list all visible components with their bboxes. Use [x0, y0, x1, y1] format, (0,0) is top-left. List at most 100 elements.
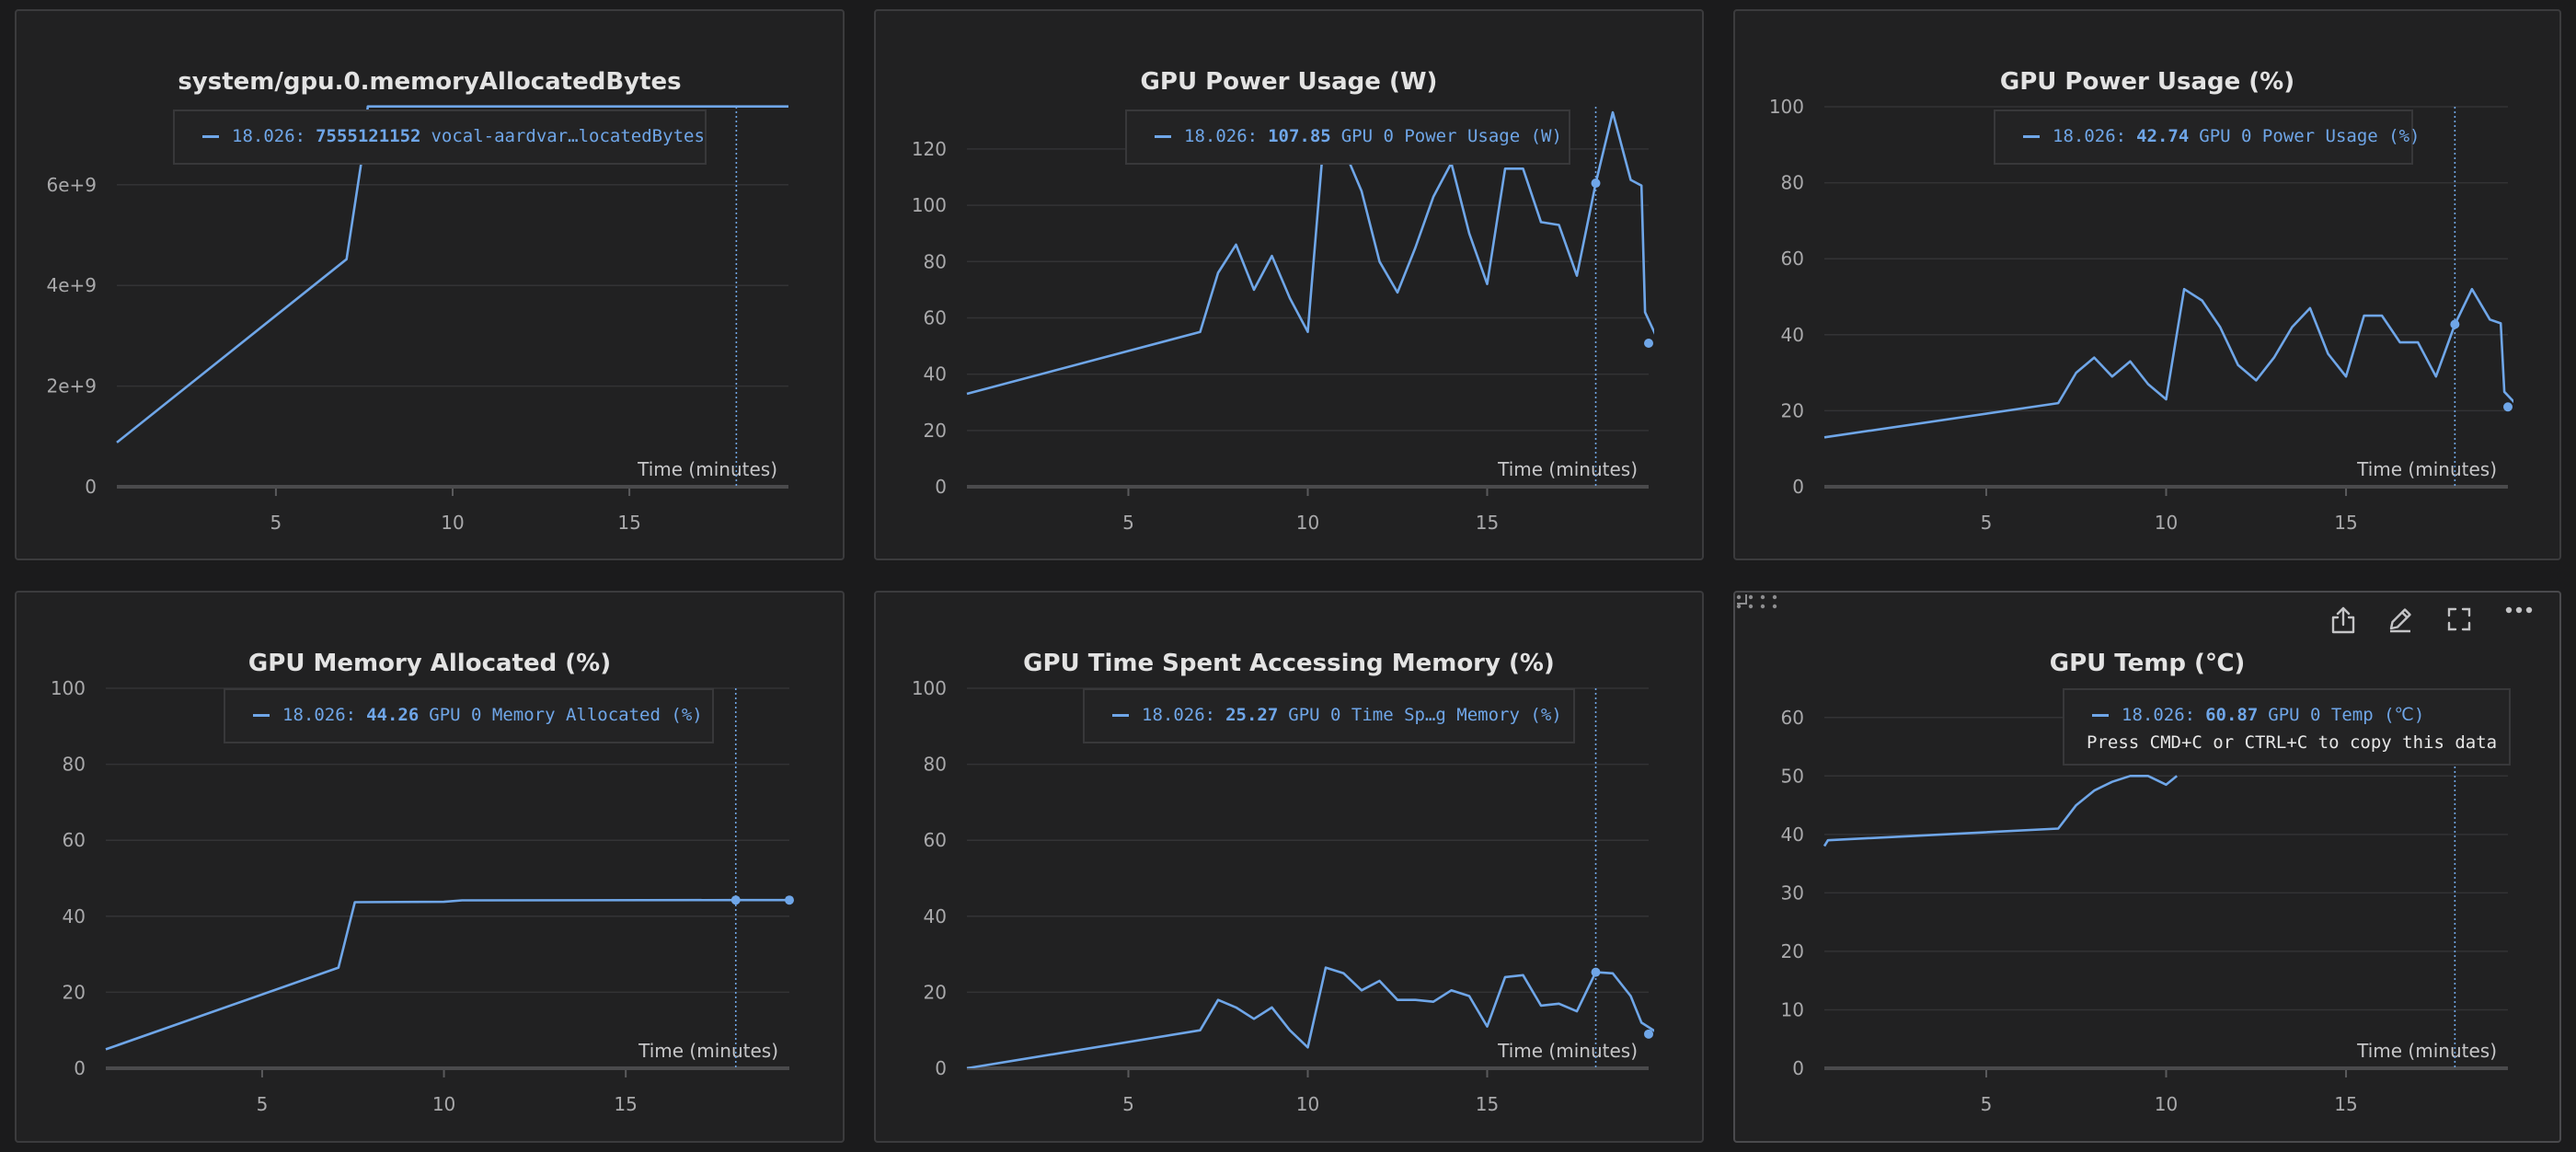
- tooltip-x: 18.026:: [232, 126, 306, 146]
- y-tick-label: 80: [924, 250, 947, 272]
- x-tick-label: 15: [1476, 512, 1499, 534]
- x-tick-label: 5: [270, 512, 282, 534]
- series-swatch: [1155, 134, 1171, 138]
- tooltip-value: 25.27: [1225, 705, 1279, 725]
- series-swatch: [202, 134, 219, 138]
- tooltip-series-name: GPU 0 Memory Allocated (%): [429, 705, 703, 725]
- chart-panel[interactable]: GPU Power Usage (%) 0 20 40 60 80 100 5 10 15 Tim…: [1733, 9, 2561, 560]
- hover-tooltip: 18.026: 25.27 GPU 0 Time Sp…g Memory (%): [1083, 688, 1575, 743]
- x-axis-title: Time (minutes): [638, 1040, 778, 1062]
- series-swatch: [2092, 713, 2109, 717]
- chart-title: GPU Temp (℃): [2049, 650, 2246, 677]
- y-tick-label: 0: [1792, 1057, 1804, 1079]
- chart-title: system/gpu.0.memoryAllocatedBytes: [178, 68, 682, 96]
- chart-panel-focused[interactable]: GPU Temp (℃) 0 10 20 30 40 50 60 5 10 15 Time (min…: [1733, 591, 2561, 1143]
- series-line[interactable]: [116, 105, 788, 444]
- series-line[interactable]: [105, 898, 789, 1051]
- end-point: [785, 895, 794, 905]
- chart-title: GPU Memory Allocated (%): [247, 650, 612, 677]
- copy-hint: Press CMD+C or CTRL+C to copy this data: [2087, 732, 2498, 753]
- series-line[interactable]: [966, 110, 1660, 396]
- hover-tooltip: 18.026: 107.85 GPU 0 Power Usage (W): [1125, 109, 1570, 165]
- y-tick-label: 20: [924, 420, 947, 442]
- end-point: [2503, 402, 2513, 412]
- line-chart[interactable]: 0 20 40 60 80 100 120 5 10 15 Time (minutes): [876, 11, 1704, 560]
- chart-panel[interactable]: GPU Power Usage (W) 0 20 40 60 80 100 120 5 10 15…: [874, 9, 1704, 560]
- y-tick-label: 20: [924, 981, 947, 1003]
- drag-handle-icon[interactable]: [1735, 593, 1783, 611]
- chart-panel[interactable]: system/gpu.0.memoryAllocatedBytes 0 2e+9 4…: [15, 9, 845, 560]
- y-tick-label: 40: [63, 905, 86, 927]
- y-tick-label: 0: [74, 1057, 86, 1079]
- y-tick-label: 4e+9: [46, 274, 97, 296]
- x-tick-label: 10: [441, 512, 464, 534]
- tooltip-x: 18.026:: [1184, 126, 1259, 146]
- x-tick-label: 10: [2155, 1093, 2178, 1115]
- tooltip-series-name: GPU 0 Time Sp…g Memory (%): [1288, 705, 1562, 725]
- hover-tooltip: 18.026: 44.26 GPU 0 Memory Allocated (%): [224, 688, 714, 743]
- y-tick-label: 40: [924, 905, 947, 927]
- hover-point: [1591, 967, 1601, 977]
- tooltip-series-name: GPU 0 Power Usage (%): [2199, 126, 2421, 146]
- chart-title: GPU Power Usage (W): [1140, 68, 1438, 96]
- y-tick-label: 0: [935, 1057, 947, 1079]
- x-tick-label: 15: [614, 1093, 637, 1115]
- hover-point: [1591, 179, 1601, 189]
- end-point: [1644, 1029, 1653, 1039]
- x-tick-label: 5: [1981, 1093, 1993, 1115]
- y-tick-label: 120: [912, 138, 947, 160]
- series-line[interactable]: [966, 966, 1660, 1068]
- x-axis-title: Time (minutes): [2356, 1040, 2497, 1062]
- y-tick-label: 50: [1781, 765, 1804, 787]
- hover-tooltip: 18.026: 42.74 GPU 0 Power Usage (%): [1994, 109, 2421, 165]
- x-axis-title: Time (minutes): [1497, 1040, 1638, 1062]
- line-chart[interactable]: 0 2e+9 4e+9 6e+9 5 10 15 Time (minutes): [17, 11, 845, 560]
- tooltip-x: 18.026:: [2122, 705, 2196, 725]
- share-icon[interactable]: [2329, 605, 2366, 642]
- tooltip-value: 42.74: [2136, 126, 2190, 146]
- series-line[interactable]: [1823, 775, 2179, 847]
- fullscreen-icon[interactable]: [2445, 605, 2482, 642]
- tooltip-value: 44.26: [366, 705, 420, 725]
- y-tick-label: 0: [85, 476, 97, 498]
- y-tick-label: 80: [63, 754, 86, 776]
- y-tick-label: 40: [1781, 324, 1804, 346]
- hover-point: [2450, 319, 2460, 329]
- y-tick-label: 60: [63, 829, 86, 851]
- x-axis-title: Time (minutes): [637, 458, 777, 480]
- x-tick-label: 10: [1296, 512, 1319, 534]
- more-options-icon[interactable]: [2504, 605, 2541, 642]
- x-tick-label: 10: [1296, 1093, 1319, 1115]
- x-tick-label: 5: [1122, 512, 1134, 534]
- x-axis-title: Time (minutes): [2356, 458, 2497, 480]
- line-chart[interactable]: 0 20 40 60 80 100 5 10 15 Time (minutes): [17, 593, 845, 1143]
- y-tick-label: 0: [1792, 476, 1804, 498]
- x-tick-label: 5: [1122, 1093, 1134, 1115]
- hover-tooltip: 18.026: 60.87 GPU 0 Temp (℃) Press CMD+C…: [2063, 688, 2511, 766]
- chart-panel[interactable]: GPU Time Spent Accessing Memory (%) 0 20 4…: [874, 591, 1704, 1143]
- tooltip-series-name: GPU 0 Power Usage (W): [1340, 126, 1562, 146]
- x-tick-label: 15: [2334, 512, 2357, 534]
- x-tick-label: 5: [257, 1093, 269, 1115]
- y-tick-label: 30: [1781, 881, 1804, 904]
- tooltip-series-name: GPU 0 Temp (℃): [2268, 705, 2425, 725]
- edit-icon[interactable]: [2386, 605, 2423, 642]
- tooltip-x: 18.026:: [2053, 126, 2127, 146]
- tooltip-value: 7555121152: [316, 126, 421, 146]
- x-tick-label: 15: [1476, 1093, 1499, 1115]
- hover-tooltip: 18.026: 7555121152 vocal-aardvar…located…: [173, 109, 707, 165]
- line-chart[interactable]: 0 20 40 60 80 100 5 10 15 Time (minutes): [1735, 11, 2561, 560]
- chart-title: GPU Power Usage (%): [1999, 68, 2295, 96]
- chart-panel[interactable]: GPU Memory Allocated (%) 0 20 40 60 80 100 5 10…: [15, 591, 845, 1143]
- series-line[interactable]: [1823, 287, 2519, 439]
- y-tick-label: 60: [924, 306, 947, 328]
- tooltip-value: 60.87: [2205, 705, 2259, 725]
- resize-handle-icon[interactable]: [1735, 593, 1748, 605]
- line-chart[interactable]: 0 10 20 30 40 50 60 5 10 15 Time (minutes): [1735, 593, 2561, 1143]
- x-tick-label: 10: [432, 1093, 455, 1115]
- line-chart[interactable]: 0 20 40 60 80 100 5 10 15 Time (minutes): [876, 593, 1704, 1143]
- y-tick-label: 0: [935, 476, 947, 498]
- series-swatch: [2023, 134, 2040, 138]
- tooltip-series-name: vocal-aardvar…locatedBytes: [431, 126, 705, 146]
- y-tick-label: 2e+9: [46, 375, 97, 397]
